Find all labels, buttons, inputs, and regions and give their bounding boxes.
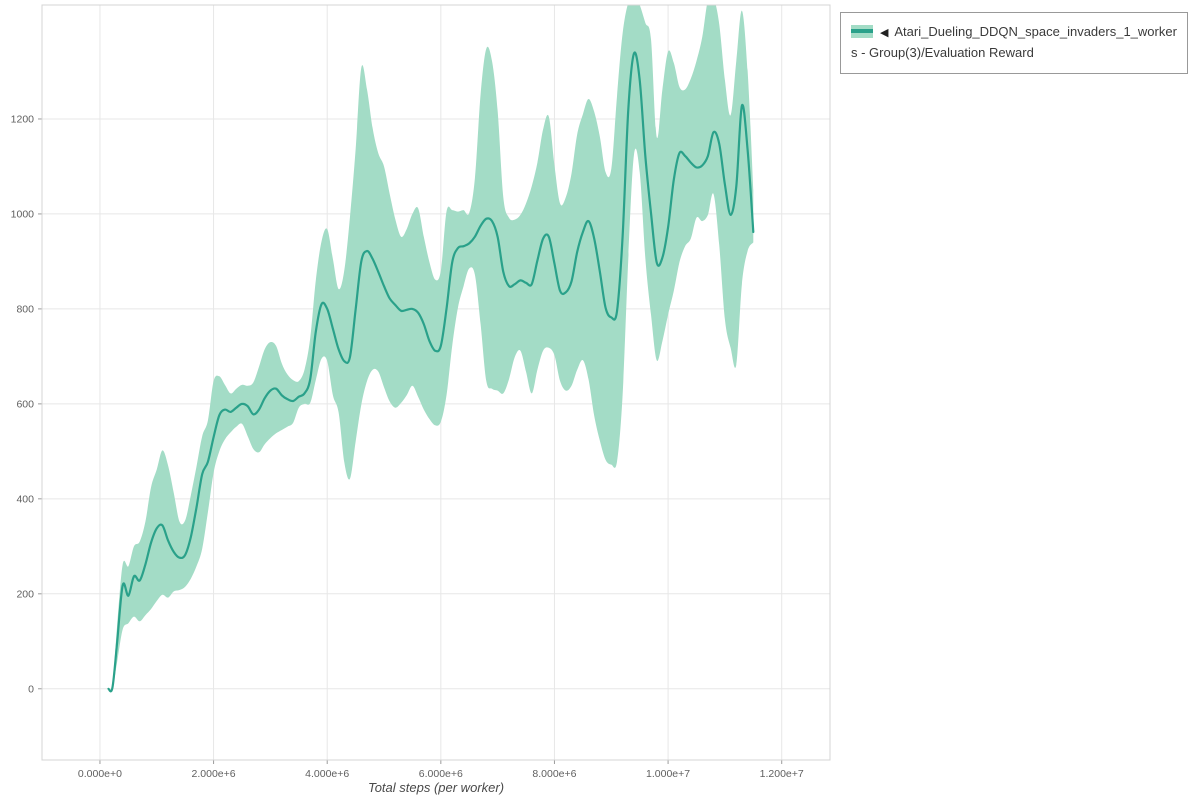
x-axis-label: Total steps (per worker) — [368, 780, 504, 795]
legend-collapse-icon[interactable]: ◀ — [880, 27, 889, 39]
evaluation-reward-chart: 0.000e+0 2.000e+6 4.000e+6 6.000e+6 8.000e+6… — [11, 4, 831, 795]
x-tick-label: 1.000e+7 — [646, 768, 690, 780]
confidence-band — [108, 5, 754, 692]
x-tick-label: 0.000e+0 — [78, 768, 122, 780]
y-tick-label: 600 — [16, 398, 34, 410]
x-tick-label: 8.000e+6 — [532, 768, 576, 780]
x-tick-label: 2.000e+6 — [192, 768, 236, 780]
series-layer — [107, 5, 755, 693]
y-tick-label: 1200 — [11, 113, 35, 125]
mean-line — [107, 51, 755, 693]
y-tick-label: 200 — [16, 588, 34, 600]
y-tick-label: 0 — [28, 683, 34, 695]
x-tick-label: 6.000e+6 — [419, 768, 463, 780]
y-tick-label: 400 — [16, 493, 34, 505]
x-tick-label: 4.000e+6 — [305, 768, 349, 780]
series-swatch-icon — [851, 25, 873, 38]
y-tick-label: 1000 — [11, 208, 35, 220]
legend-series-label: Atari_Dueling_DDQN_space_invaders_1_work… — [851, 24, 1177, 60]
y-tick-label: 800 — [16, 303, 34, 315]
x-tick-label: 1.200e+7 — [760, 768, 804, 780]
plot-border — [41, 4, 831, 761]
chart-canvas: 0.000e+0 2.000e+6 4.000e+6 6.000e+6 8.000e+6… — [11, 4, 831, 795]
axes: 0.000e+0 2.000e+6 4.000e+6 6.000e+6 8.000e+6… — [11, 4, 831, 780]
legend[interactable]: ◀ Atari_Dueling_DDQN_space_invaders_1_wo… — [840, 12, 1188, 74]
